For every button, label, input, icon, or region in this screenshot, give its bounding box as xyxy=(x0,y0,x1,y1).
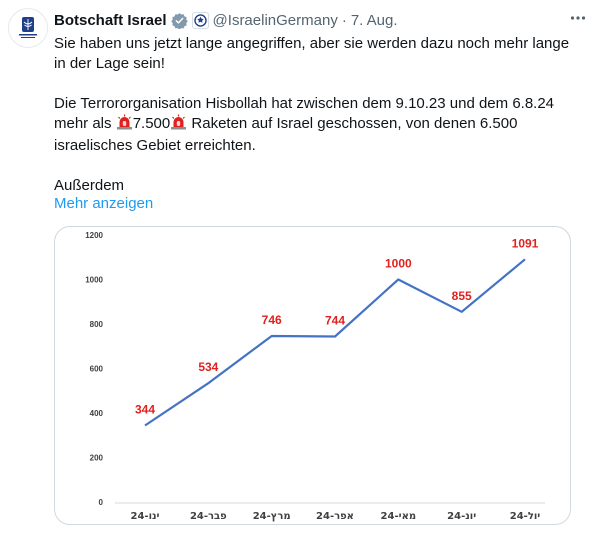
data-label: 344 xyxy=(135,402,155,416)
media-image[interactable]: 0 200 400 600 800 1000 1200 ינו-24 פבר-24 מרץ-24… xyxy=(54,226,571,525)
data-label: 534 xyxy=(198,360,218,374)
user-handle[interactable]: @IsraelinGermany xyxy=(212,11,338,29)
tweet-paragraph: Außerdem xyxy=(54,177,125,194)
show-more-link[interactable]: Mehr anzeigen xyxy=(54,195,154,212)
x-tick-label: יונ-24 xyxy=(447,511,476,522)
tweet-date[interactable]: 7. Aug. xyxy=(350,11,398,29)
avatar[interactable] xyxy=(8,8,48,48)
data-label: 744 xyxy=(325,313,345,327)
rocket-count: 7.500 xyxy=(132,115,171,132)
affiliate-badge-icon[interactable] xyxy=(191,11,209,29)
tweet-text: Sie haben uns jetzt lange angegriffen, a… xyxy=(54,34,584,196)
tweet-text-segment: Raketen auf Israel geschossen, von denen… xyxy=(54,115,518,154)
siren-icon xyxy=(116,114,133,136)
y-tick-label: 800 xyxy=(90,320,104,329)
data-label: 746 xyxy=(262,313,282,327)
line-chart: 0 200 400 600 800 1000 1200 ינו-24 פבר-24 מרץ-24… xyxy=(85,231,545,522)
tweet-header: Botschaft Israel @IsraelinGermany · 7. A… xyxy=(54,10,591,30)
y-tick-label: 600 xyxy=(90,365,104,374)
display-name[interactable]: Botschaft Israel xyxy=(54,11,167,29)
verified-badge-icon[interactable] xyxy=(170,12,188,29)
y-tick-label: 1200 xyxy=(85,231,103,240)
x-tick-label: מרץ-24 xyxy=(253,511,291,522)
tweet-paragraph: Die Terrororganisation Hisbollah hat zwi… xyxy=(54,94,584,156)
x-tick-label: פבר-24 xyxy=(190,511,227,522)
x-tick-label: אפר-24 xyxy=(316,511,354,522)
israel-emblem-icon xyxy=(19,17,37,38)
tweet-text-segment: Die Terrororganisation Hisbollah hat zwi… xyxy=(54,95,555,132)
series-line xyxy=(144,258,526,427)
x-tick-label: יול-24 xyxy=(510,511,541,522)
y-tick-label: 200 xyxy=(90,454,104,463)
more-options-icon xyxy=(570,16,586,20)
tweet-paragraph: Sie haben uns jetzt lange angegriffen, a… xyxy=(54,35,570,72)
siren-icon xyxy=(170,114,187,136)
data-label: 1000 xyxy=(385,257,412,271)
y-tick-label: 0 xyxy=(99,498,104,507)
x-tick-label: מאי-24 xyxy=(381,511,417,522)
y-tick-label: 400 xyxy=(90,409,104,418)
more-options-button[interactable] xyxy=(567,8,589,28)
separator-dot: · xyxy=(341,11,347,29)
data-label: 1091 xyxy=(512,236,539,250)
data-label: 855 xyxy=(452,289,472,303)
x-tick-label: ינו-24 xyxy=(131,511,160,522)
y-tick-label: 1000 xyxy=(85,276,103,285)
